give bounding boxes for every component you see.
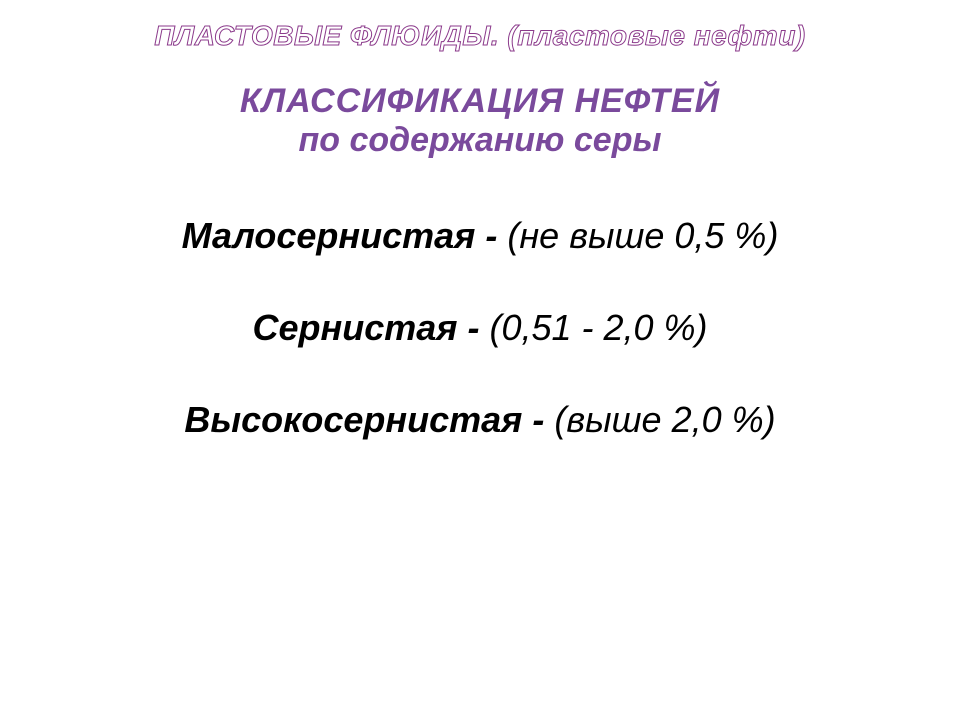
list-item: Сернистая - (0,51 - 2,0 %) (40, 307, 920, 349)
slide-container: ПЛАСТОВЫЕ ФЛЮИДЫ. (пластовые нефти) КЛАС… (0, 0, 960, 720)
item-value: (0,51 - 2,0 %) (489, 307, 707, 348)
item-name: Малосернистая - (182, 215, 508, 256)
title-line-1: КЛАССИФИКАЦИЯ НЕФТЕЙ (240, 82, 720, 121)
item-name: Высокосернистая - (184, 399, 554, 440)
header-text: ПЛАСТОВЫЕ ФЛЮИДЫ. (пластовые нефти) (154, 20, 805, 52)
item-name: Сернистая - (252, 307, 489, 348)
list-item: Малосернистая - (не выше 0,5 %) (40, 215, 920, 257)
item-value: (выше 2,0 %) (554, 399, 775, 440)
title-line-2: по содержанию серы (240, 121, 720, 160)
item-value: (не выше 0,5 %) (507, 215, 778, 256)
slide-header: ПЛАСТОВЫЕ ФЛЮИДЫ. (пластовые нефти) (154, 20, 805, 52)
title-block: КЛАССИФИКАЦИЯ НЕФТЕЙ по содержанию серы (240, 82, 720, 160)
content-list: Малосернистая - (не выше 0,5 %) Серниста… (40, 215, 920, 491)
list-item: Высокосернистая - (выше 2,0 %) (40, 399, 920, 441)
